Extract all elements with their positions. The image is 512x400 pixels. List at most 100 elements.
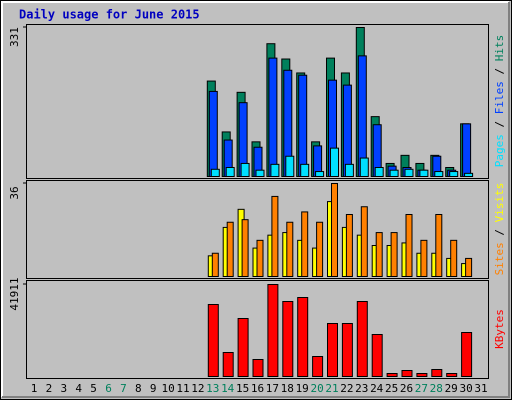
bar xyxy=(252,359,264,377)
bar xyxy=(386,372,398,378)
bar xyxy=(300,163,310,177)
bar xyxy=(256,239,264,277)
bar xyxy=(345,214,353,277)
bar xyxy=(371,334,383,377)
x-tick-label: 25 xyxy=(385,382,398,395)
bar xyxy=(464,172,474,177)
x-tick-label: 9 xyxy=(150,382,157,395)
bar xyxy=(404,168,414,177)
bar xyxy=(401,370,413,377)
bar xyxy=(435,214,443,277)
legend-entry: Pages xyxy=(493,134,506,167)
bar xyxy=(225,166,235,177)
x-tick-label: 10 xyxy=(161,382,174,395)
bar xyxy=(211,252,219,277)
bar xyxy=(360,206,368,277)
bar xyxy=(226,221,234,277)
bar xyxy=(222,352,234,378)
bar xyxy=(241,219,249,278)
bar xyxy=(270,163,280,177)
bar xyxy=(341,323,353,377)
bar xyxy=(330,147,339,178)
bar xyxy=(344,163,354,177)
bar xyxy=(237,318,249,377)
x-tick-label: 1 xyxy=(31,382,38,395)
bar xyxy=(356,301,368,377)
bar xyxy=(446,372,458,378)
legend-entry: KBytes xyxy=(493,309,506,349)
x-tick-label: 22 xyxy=(340,382,353,395)
bar xyxy=(255,169,265,178)
bar xyxy=(208,90,218,177)
bar xyxy=(465,257,473,277)
legend-separator: / xyxy=(493,222,506,242)
legend-entry: Hits xyxy=(493,35,506,62)
bar xyxy=(375,232,383,277)
x-tick-label: 7 xyxy=(120,382,127,395)
legend: Pages / Files / Hits xyxy=(493,35,506,168)
bar xyxy=(315,171,325,178)
chart-title: Daily usage for June 2015 xyxy=(19,8,200,22)
x-tick-label: 11 xyxy=(176,382,189,395)
bar xyxy=(416,372,428,378)
bar xyxy=(312,356,324,377)
x-tick-label: 15 xyxy=(236,382,249,395)
bar xyxy=(286,221,294,277)
legend-entry: Sites xyxy=(493,242,506,275)
bar xyxy=(420,239,428,277)
x-tick-label: 26 xyxy=(400,382,413,395)
legend-entry: Files xyxy=(493,81,506,114)
bar xyxy=(207,303,219,378)
bar xyxy=(462,123,472,178)
bar xyxy=(450,239,458,277)
bar xyxy=(316,221,324,277)
x-tick-label: 19 xyxy=(296,382,309,395)
x-tick-label: 16 xyxy=(251,382,264,395)
x-tick-label: 23 xyxy=(355,382,368,395)
bar xyxy=(389,169,399,178)
bar xyxy=(301,211,309,278)
x-tick-label: 31 xyxy=(474,382,487,395)
x-tick-label: 6 xyxy=(105,382,112,395)
bar xyxy=(210,168,220,177)
x-tick-label: 18 xyxy=(281,382,294,395)
bar xyxy=(405,214,413,277)
bar xyxy=(271,195,279,278)
x-tick-label: 14 xyxy=(221,382,235,395)
bar xyxy=(327,323,338,377)
x-tick-label: 17 xyxy=(266,382,279,395)
bar xyxy=(331,183,338,277)
bar xyxy=(342,84,352,177)
bar xyxy=(267,284,279,377)
bar xyxy=(461,332,473,377)
y-tick-label: 36 xyxy=(8,186,21,199)
legend-separator: / xyxy=(493,114,506,134)
x-tick-label: 5 xyxy=(90,382,97,395)
bar xyxy=(449,171,459,178)
bar xyxy=(359,157,369,178)
bar xyxy=(285,155,295,178)
y-tick-label: 331 xyxy=(8,27,21,47)
y-tick-label: 41911 xyxy=(8,277,21,310)
x-tick-label: 24 xyxy=(370,382,384,395)
legend: Sites / Visits xyxy=(493,183,506,276)
bar xyxy=(390,232,398,277)
legend-separator: / xyxy=(493,61,506,81)
x-tick-label: 29 xyxy=(445,382,458,395)
x-tick-label: 20 xyxy=(310,382,323,395)
x-tick-label: 13 xyxy=(206,382,219,395)
bar xyxy=(297,296,309,377)
legend: KBytes xyxy=(493,309,506,349)
bar xyxy=(374,166,384,177)
bar xyxy=(419,169,429,178)
bar xyxy=(298,74,308,177)
bar xyxy=(268,57,278,177)
bar xyxy=(434,171,444,178)
x-tick-label: 12 xyxy=(191,382,204,395)
legend-entry: Visits xyxy=(493,183,506,223)
x-tick-label: 2 xyxy=(46,382,53,395)
x-tick-label: 3 xyxy=(60,382,67,395)
